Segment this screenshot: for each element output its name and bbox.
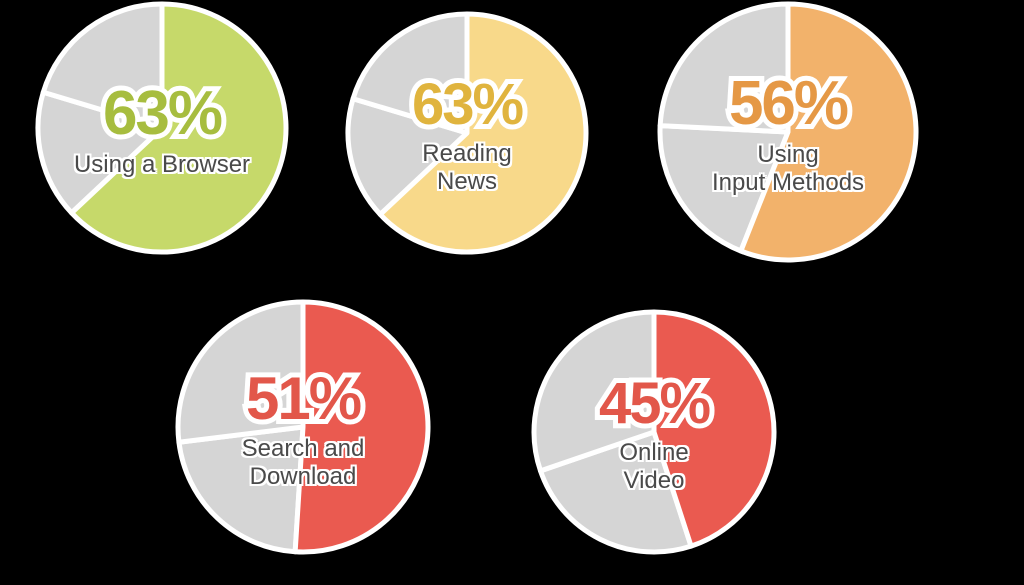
pie-percent: 63%63%: [103, 78, 221, 149]
pie-percent: 51%51%: [246, 364, 360, 433]
pie-chart-news: 63%63%Reading News: [339, 5, 595, 261]
pie-center-content: 63%63%Reading News: [339, 5, 595, 261]
pie-chart-input: 56%56%Using Input Methods: [651, 0, 925, 269]
pie-center-content: 56%56%Using Input Methods: [651, 0, 925, 269]
pie-label: Reading News: [422, 140, 511, 195]
pie-percent: 63%63%: [412, 71, 522, 138]
pie-chart-video: 45%45%Online Video: [525, 303, 783, 561]
pie-label: Search and Download: [242, 435, 365, 490]
pie-label: Online Video: [619, 439, 688, 494]
pie-chart-search: 51%51%Search and Download: [169, 293, 437, 561]
pie-label: Using a Browser: [74, 151, 250, 179]
pie-center-content: 63%63%Using a Browser: [29, 0, 295, 261]
pie-percent: 45%45%: [599, 370, 709, 437]
pie-percent: 56%56%: [729, 68, 847, 139]
pie-center-content: 51%51%Search and Download: [169, 293, 437, 561]
pie-center-content: 45%45%Online Video: [525, 303, 783, 561]
pie-label: Using Input Methods: [712, 141, 864, 196]
pie-chart-browser: 63%63%Using a Browser: [29, 0, 295, 261]
